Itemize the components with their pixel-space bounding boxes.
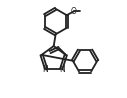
Text: O: O [71, 7, 76, 16]
Text: N: N [59, 65, 65, 74]
Text: N: N [42, 65, 48, 74]
